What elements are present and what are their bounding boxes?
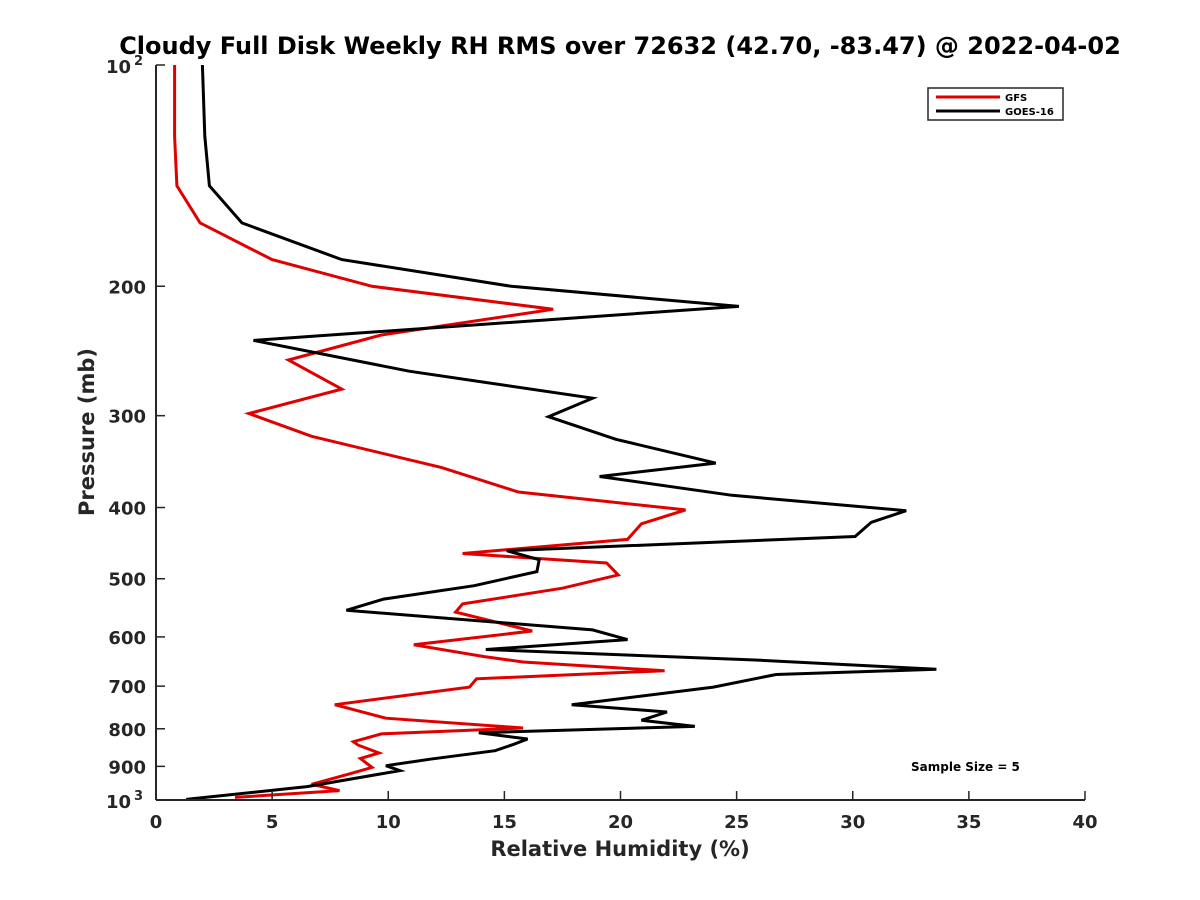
y-tick-label: 800: [108, 720, 146, 741]
x-tick-label: 0: [150, 812, 163, 833]
y-tick-label: 10: [106, 792, 131, 813]
x-tick-label: 25: [724, 812, 749, 833]
y-tick-label: 400: [108, 499, 146, 520]
x-tick-label: 40: [1072, 812, 1097, 833]
series-line-goes16: [186, 64, 937, 801]
x-tick-label: 20: [608, 812, 633, 833]
chart-title: Cloudy Full Disk Weekly RH RMS over 7263…: [119, 32, 1121, 60]
x-tick-label: 30: [840, 812, 865, 833]
y-tick-label: 300: [108, 407, 146, 428]
plot-area: [156, 65, 1085, 800]
legend: GFS GOES-16: [927, 87, 1064, 121]
legend-label-goes16: GOES-16: [1005, 107, 1054, 118]
series-line-gfs: [173, 65, 686, 799]
series-layer: [173, 64, 937, 801]
y-tick-label: 600: [108, 628, 146, 649]
sample-size-annotation: Sample Size = 5: [911, 760, 1020, 774]
x-tick-label: 10: [376, 812, 401, 833]
legend-box: [927, 87, 1064, 121]
x-tick-label: 5: [266, 812, 279, 833]
x-tick-label: 15: [492, 812, 517, 833]
y-tick-label: 700: [108, 677, 146, 698]
legend-label-gfs: GFS: [1005, 93, 1027, 104]
x-tick-label: 35: [956, 812, 981, 833]
x-axis-ticks: 0 5 10 15 20 25 30 35 40: [150, 791, 1098, 833]
y-tick-label: 200: [108, 277, 146, 298]
y-tick-exponent: 2: [134, 54, 143, 69]
x-axis-label: Relative Humidity (%): [490, 837, 749, 861]
y-tick-label: 10: [106, 57, 131, 78]
y-tick-label: 900: [108, 757, 146, 778]
y-tick-exponent: 3: [134, 789, 143, 804]
y-axis-label: Pressure (mb): [75, 348, 99, 516]
y-tick-label: 500: [108, 570, 146, 591]
